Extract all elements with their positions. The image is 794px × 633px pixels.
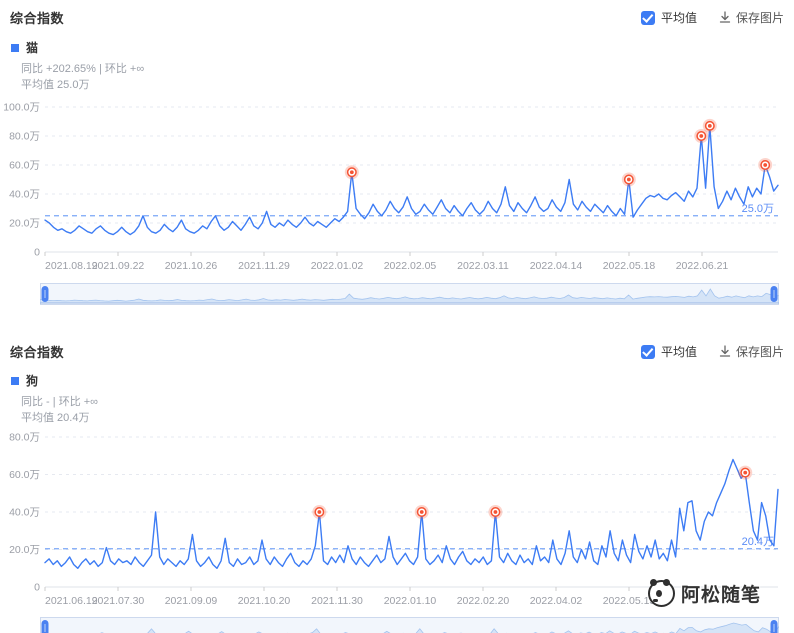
average-checkbox-label: 平均值 [660, 345, 697, 359]
x-axis-tick-label: 2021.09.22 [92, 260, 145, 272]
x-axis-tick-label: 2022.04.02 [530, 595, 583, 607]
slider-area-preview [100, 622, 779, 633]
module2-stats: 同比 - | 环比 +∞ 平均值 20.4万 [21, 394, 98, 426]
x-axis-tick-label: 2021.11.30 [311, 595, 363, 607]
series-swatch-icon [11, 43, 19, 52]
chart-cat-range-slider[interactable] [40, 283, 779, 305]
module2-yoy-stats: 同比 - | 环比 +∞ [21, 396, 99, 408]
trend-line [44, 125, 779, 236]
x-axis-tick-label: 2021.10.20 [238, 595, 291, 607]
peak-marker-dot [419, 510, 424, 514]
peak-marker-dot [707, 123, 712, 128]
peak-marker-dot [699, 134, 704, 138]
peak-marker-dot [626, 177, 631, 182]
x-axis-tick-label: 2022.01.02 [311, 260, 364, 272]
module2-average-checkbox[interactable]: 平均值 [640, 343, 697, 360]
x-axis-tick-label: 2022.02.05 [384, 260, 437, 272]
y-axis-tick-label: 100.0万 [3, 102, 40, 114]
peak-marker-dot [743, 470, 748, 475]
module2-save-image-button[interactable]: 保存图片 [719, 343, 784, 360]
x-axis-tick-label: 2022.03.11 [457, 260, 509, 272]
trend-line [44, 458, 779, 569]
module2-legend-row[interactable]: 狗 [11, 372, 98, 389]
series-swatch-icon [11, 376, 19, 385]
x-axis-tick-label: 2022.02.20 [457, 595, 510, 607]
panda-icon [648, 579, 675, 607]
module2-controls: 平均值 保存图片 [640, 343, 784, 360]
peak-marker-dot [763, 163, 768, 167]
x-axis-tick-label: 2022.05.13 [603, 595, 656, 607]
trend-chart-cat[interactable]: 020.0万40.0万60.0万80.0万100.0万2021.08.19202… [0, 95, 794, 280]
y-axis-tick-label: 20.0万 [9, 544, 40, 556]
download-icon [719, 11, 731, 23]
range-slider-track[interactable] [40, 617, 779, 633]
average-checkbox-label: 平均值 [660, 11, 697, 25]
x-axis-tick-label: 2022.04.14 [530, 260, 583, 272]
x-axis-tick-label: 2021.10.26 [165, 260, 218, 272]
y-axis-tick-label: 60.0万 [9, 469, 40, 481]
module1-save-image-button[interactable]: 保存图片 [719, 9, 784, 26]
y-axis-tick-label: 40.0万 [9, 189, 40, 201]
y-axis-tick-label: 0 [34, 247, 40, 259]
module1-yoy-stats: 同比 +202.65% | 环比 +∞ [21, 63, 145, 75]
module2-keyword: 狗 [26, 374, 39, 388]
module2-legend: 狗 同比 - | 环比 +∞ 平均值 20.4万 [11, 372, 98, 426]
panda-eye [656, 590, 662, 597]
x-axis-tick-label: 2021.06.19 [45, 595, 98, 607]
y-axis-tick-label: 40.0万 [9, 507, 40, 519]
y-axis-tick-label: 80.0万 [9, 432, 40, 444]
slider-area-preview [40, 288, 779, 304]
module1-controls: 平均值 保存图片 [640, 9, 784, 26]
y-axis-tick-label: 60.0万 [9, 160, 40, 172]
y-axis-tick-label: 20.0万 [9, 218, 40, 230]
module1-average-checkbox[interactable]: 平均值 [640, 9, 697, 26]
trend-chart-dog[interactable]: 0 20.0万 40.0万 60.0万 80.0万 2021.06.192021.07.3… [0, 430, 794, 610]
module1-legend-row[interactable]: 猫 [11, 39, 144, 56]
module1-keyword: 猫 [26, 41, 39, 55]
x-axis-tick-label: 2021.11.29 [238, 260, 290, 272]
peak-marker-dot [349, 170, 354, 175]
peak-marker-dot [317, 510, 322, 514]
x-axis-tick-label: 2021.07.30 [92, 595, 145, 607]
panda-mouth [653, 599, 658, 602]
y-axis-tick-label: 0 [34, 582, 40, 594]
module1-title: 综合指数 [10, 11, 65, 26]
module2-average-stats: 平均值 20.4万 [21, 412, 90, 424]
module1-stats: 同比 +202.65% | 环比 +∞ 平均值 25.0万 [21, 61, 144, 93]
chart-dog-range-slider[interactable] [40, 617, 779, 633]
x-axis-tick-label: 2021.08.19 [45, 260, 98, 272]
x-axis-tick-label: 2021.09.09 [165, 595, 218, 607]
save-image-label: 保存图片 [735, 11, 784, 25]
module1-legend: 猫 同比 +202.65% | 环比 +∞ 平均值 25.0万 [11, 39, 144, 93]
watermark-text: 阿松随笔 [681, 585, 762, 606]
module2-title: 综合指数 [10, 345, 65, 360]
x-axis-tick-label: 2022.01.10 [384, 595, 437, 607]
range-slider-track[interactable] [40, 283, 779, 305]
download-icon [719, 345, 731, 357]
checkbox-checked-icon[interactable] [640, 10, 655, 25]
x-axis-tick-label: 2022.05.18 [603, 260, 656, 272]
peak-marker-dot [493, 510, 498, 514]
average-line-label: 25.0万 [742, 203, 774, 215]
save-image-label: 保存图片 [735, 345, 784, 359]
y-axis-tick-label: 80.0万 [9, 131, 40, 143]
watermark: 阿松随笔 [648, 579, 762, 607]
x-axis-tick-label: 2022.06.21 [676, 260, 729, 272]
module2-header: 综合指数 平均值 保存图片 [10, 342, 784, 361]
module1-average-stats: 平均值 25.0万 [21, 79, 90, 91]
module1-header: 综合指数 平均值 保存图片 [10, 8, 784, 27]
average-line-label: 20.4万 [742, 536, 774, 548]
checkbox-checked-icon[interactable] [640, 344, 655, 359]
